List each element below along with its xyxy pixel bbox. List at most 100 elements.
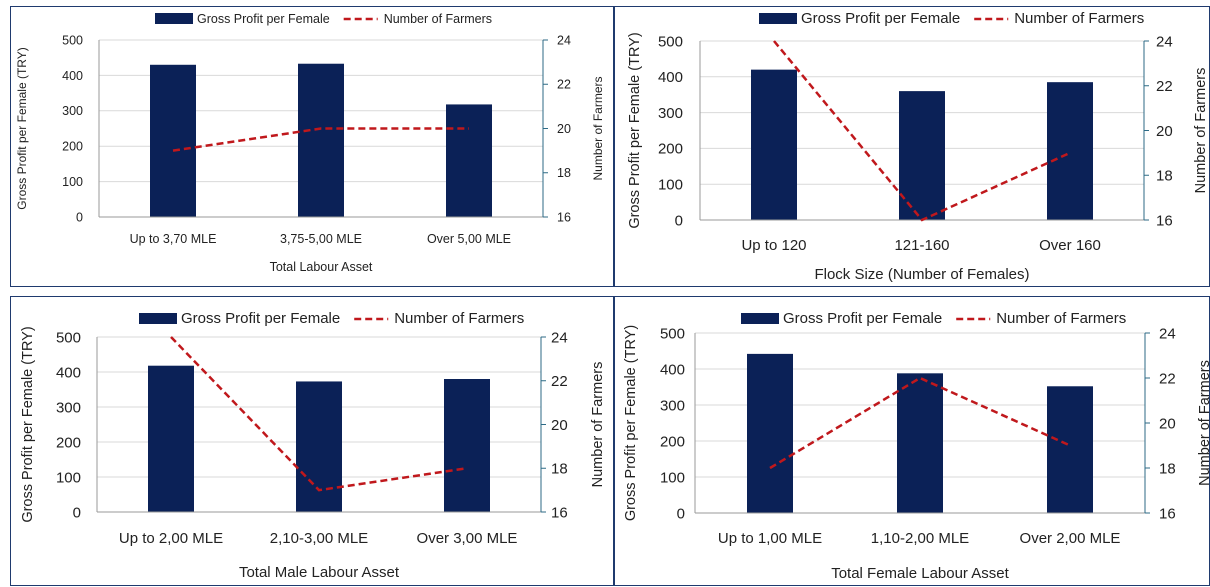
y-tick-label: 200 — [56, 434, 81, 451]
y-tick-label: 300 — [660, 397, 685, 414]
category-label: Over 3,00 MLE — [417, 530, 518, 547]
line-number-of-farmers — [773, 40, 1071, 222]
y-tick-label: 100 — [658, 176, 683, 193]
y-tick-label: 300 — [62, 104, 83, 118]
bar-gross-profit — [298, 63, 344, 217]
y2-tick-label: 22 — [1156, 78, 1173, 95]
x-axis-title: Total Labour Asset — [270, 260, 373, 274]
bar-gross-profit — [897, 373, 943, 513]
y2-tick-label: 22 — [557, 78, 571, 92]
category-label: Over 2,00 MLE — [1020, 530, 1121, 547]
y2-tick-label: 16 — [1159, 505, 1176, 522]
category-label: Over 5,00 MLE — [427, 232, 511, 246]
legend-swatch-bar — [139, 313, 177, 324]
y2-tick-label: 22 — [1159, 370, 1176, 387]
y2-tick-label: 20 — [1159, 415, 1176, 432]
chart-panel-male-labour-asset: 0 100 200 300 400 500 16 18 20 22 24 Up to 2,00 MLE… — [10, 296, 614, 586]
y-tick-label: 100 — [62, 175, 83, 189]
category-label: Up to 1,00 MLE — [718, 530, 822, 547]
y2-tick-label: 16 — [551, 504, 568, 521]
y-axis-title-right: Number of Farmers — [591, 76, 605, 180]
y-tick-label: 500 — [56, 329, 81, 346]
y-tick-label: 0 — [675, 212, 683, 229]
category-label: 1,10-2,00 MLE — [871, 530, 969, 547]
y-axis-title-left: Gross Profit per Female (TRY) — [623, 325, 639, 521]
category-label: 2,10-3,00 MLE — [270, 530, 368, 547]
y-tick-label: 300 — [658, 105, 683, 122]
legend-label-line: Number of Farmers — [384, 12, 492, 26]
legend-label-line: Number of Farmers — [996, 310, 1126, 327]
y-tick-label: 400 — [658, 69, 683, 86]
chart-svg: 0 100 200 300 400 500 16 18 20 22 24 Up to 1,00 MLE… — [623, 310, 1210, 582]
y-tick-label: 0 — [677, 505, 685, 522]
chart-panel-female-labour-asset: 0 100 200 300 400 500 16 18 20 22 24 Up to 1,00 MLE… — [614, 296, 1210, 586]
line-number-of-farmers — [170, 336, 468, 492]
legend-label-bar: Gross Profit per Female — [783, 310, 942, 327]
y2-tick-label: 24 — [1156, 33, 1173, 50]
y2-tick-label: 16 — [1156, 212, 1173, 229]
chart-panel-labour-asset: 0 100 200 300 400 500 16 18 20 22 24 Up to 3,70 MLE… — [10, 6, 614, 287]
bar-gross-profit — [1047, 386, 1093, 513]
y2-tick-label: 18 — [551, 461, 568, 478]
y-tick-label: 300 — [56, 399, 81, 416]
y-tick-label: 0 — [73, 504, 81, 521]
y2-tick-label: 24 — [1159, 325, 1176, 342]
chart-svg: 0 100 200 300 400 500 16 18 20 22 24 Up to 3,70 MLE… — [15, 12, 605, 274]
y-tick-label: 400 — [62, 69, 83, 83]
y2-tick-label: 22 — [551, 373, 568, 390]
y-tick-label: 0 — [76, 210, 83, 224]
y-tick-label: 400 — [56, 364, 81, 381]
legend-label-bar: Gross Profit per Female — [197, 12, 330, 26]
y2-tick-label: 18 — [1156, 168, 1173, 185]
chart-svg: 0 100 200 300 400 500 16 18 20 22 24 Up to 120 121-1… — [627, 10, 1209, 283]
y2-tick-label: 20 — [1156, 123, 1173, 140]
x-axis-title: Total Male Labour Asset — [239, 564, 400, 581]
y-axis-title-left: Gross Profit per Female (TRY) — [15, 47, 29, 209]
legend-label-line: Number of Farmers — [1014, 10, 1144, 27]
y-tick-label: 100 — [660, 469, 685, 486]
y-axis-title-right: Number of Farmers — [1193, 68, 1209, 194]
legend-label-line: Number of Farmers — [394, 310, 524, 327]
legend: Gross Profit per Female Number of Farmers — [759, 10, 1144, 27]
legend-swatch-bar — [155, 13, 193, 24]
y2-tick-label: 18 — [557, 166, 571, 180]
bar-gross-profit — [444, 379, 490, 512]
y-axis-title-right: Number of Farmers — [1197, 360, 1210, 486]
y-tick-label: 500 — [660, 325, 685, 342]
category-label: 121-160 — [894, 237, 949, 254]
y2-tick-label: 20 — [551, 417, 568, 434]
category-label: Up to 2,00 MLE — [119, 530, 223, 547]
legend-label-bar: Gross Profit per Female — [801, 10, 960, 27]
y-tick-label: 200 — [660, 433, 685, 450]
bar-gross-profit — [148, 365, 194, 512]
y-tick-label: 400 — [660, 361, 685, 378]
bar-gross-profit — [899, 91, 945, 221]
y-axis-title-left: Gross Profit per Female (TRY) — [20, 326, 36, 522]
bar-gross-profit — [446, 104, 492, 217]
category-label: Over 160 — [1039, 237, 1101, 254]
legend-swatch-bar — [741, 313, 779, 324]
x-axis-title: Total Female Labour Asset — [831, 565, 1009, 582]
category-label: Up to 3,70 MLE — [130, 232, 217, 246]
y-axis-title-right: Number of Farmers — [590, 362, 606, 488]
y2-tick-label: 20 — [557, 122, 571, 136]
category-label: Up to 120 — [741, 237, 806, 254]
legend-label-bar: Gross Profit per Female — [181, 310, 340, 327]
y-tick-label: 100 — [56, 469, 81, 486]
y2-tick-label: 24 — [557, 33, 571, 47]
y-tick-label: 200 — [62, 140, 83, 154]
y2-tick-label: 18 — [1159, 460, 1176, 477]
chart-panel-flock-size: 0 100 200 300 400 500 16 18 20 22 24 Up to 120 121-1… — [614, 6, 1210, 287]
chart-svg: 0 100 200 300 400 500 16 18 20 22 24 Up to 2,00 MLE… — [20, 310, 606, 581]
y-tick-label: 200 — [658, 141, 683, 158]
y-tick-label: 500 — [62, 33, 83, 47]
legend: Gross Profit per Female Number of Farmers — [139, 310, 524, 327]
y-axis-title-left: Gross Profit per Female (TRY) — [627, 32, 643, 228]
bar-gross-profit — [751, 69, 797, 220]
bar-gross-profit — [296, 381, 342, 512]
y2-tick-label: 24 — [551, 329, 568, 346]
y-tick-label: 500 — [658, 33, 683, 50]
x-axis-title: Flock Size (Number of Females) — [814, 266, 1029, 283]
legend: Gross Profit per Female Number of Farmers — [155, 12, 492, 26]
legend-swatch-bar — [759, 13, 797, 24]
